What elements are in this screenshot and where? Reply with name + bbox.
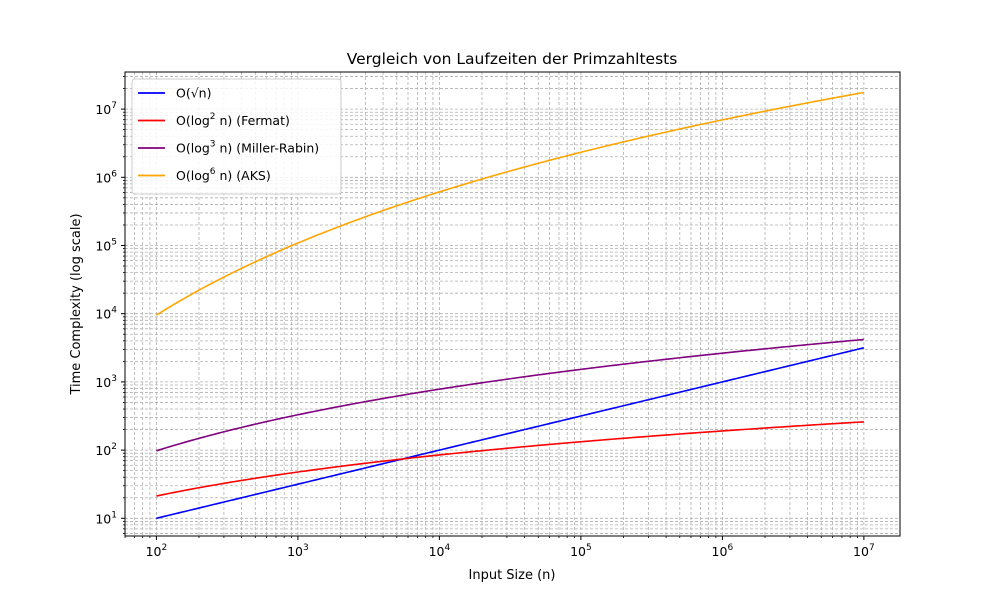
y-tick-label: 101 — [95, 510, 117, 526]
x-tick-label: 104 — [429, 543, 451, 559]
y-tick-label: 107 — [95, 101, 117, 117]
x-tick-label: 105 — [570, 543, 592, 559]
legend-box — [131, 78, 342, 195]
legend-label-0: O(√n) — [176, 86, 211, 101]
y-axis-ticks: 101 102 103 104 105 106 107 — [95, 76, 125, 534]
x-axis-ticks: 102 103 104 105 106 107 — [124, 536, 875, 559]
legend-label-2: O(log3 n) (Miller-Rabin) — [176, 140, 319, 156]
x-axis-label: Input Size (n) — [469, 568, 556, 583]
series-line-1 — [156, 421, 864, 497]
y-axis-label: Time Complexity (log scale) — [69, 213, 84, 395]
y-tick-label: 104 — [95, 306, 117, 322]
x-tick-label: 106 — [712, 543, 734, 559]
y-tick-label: 106 — [95, 169, 117, 185]
x-tick-label: 103 — [287, 543, 309, 559]
chart-title: Vergleich von Laufzeiten der Primzahltes… — [347, 50, 678, 68]
legend-label-1: O(log2 n) (Fermat) — [176, 112, 290, 128]
x-tick-label: 107 — [853, 543, 875, 559]
y-tick-label: 105 — [95, 238, 117, 254]
series-line-3 — [155, 91, 865, 316]
y-tick-label: 103 — [95, 374, 117, 390]
series-lines — [155, 91, 865, 520]
series-line-0 — [156, 347, 865, 520]
x-tick-label: 102 — [146, 543, 168, 559]
legend: O(√n) O(log2 n) (Fermat) O(log3 n) (Miller… — [131, 78, 342, 195]
legend-label-3: O(log6 n) (AKS) — [176, 167, 271, 183]
plot-frame — [124, 71, 901, 537]
y-tick-label: 102 — [95, 442, 117, 458]
series-line-2 — [156, 338, 864, 452]
